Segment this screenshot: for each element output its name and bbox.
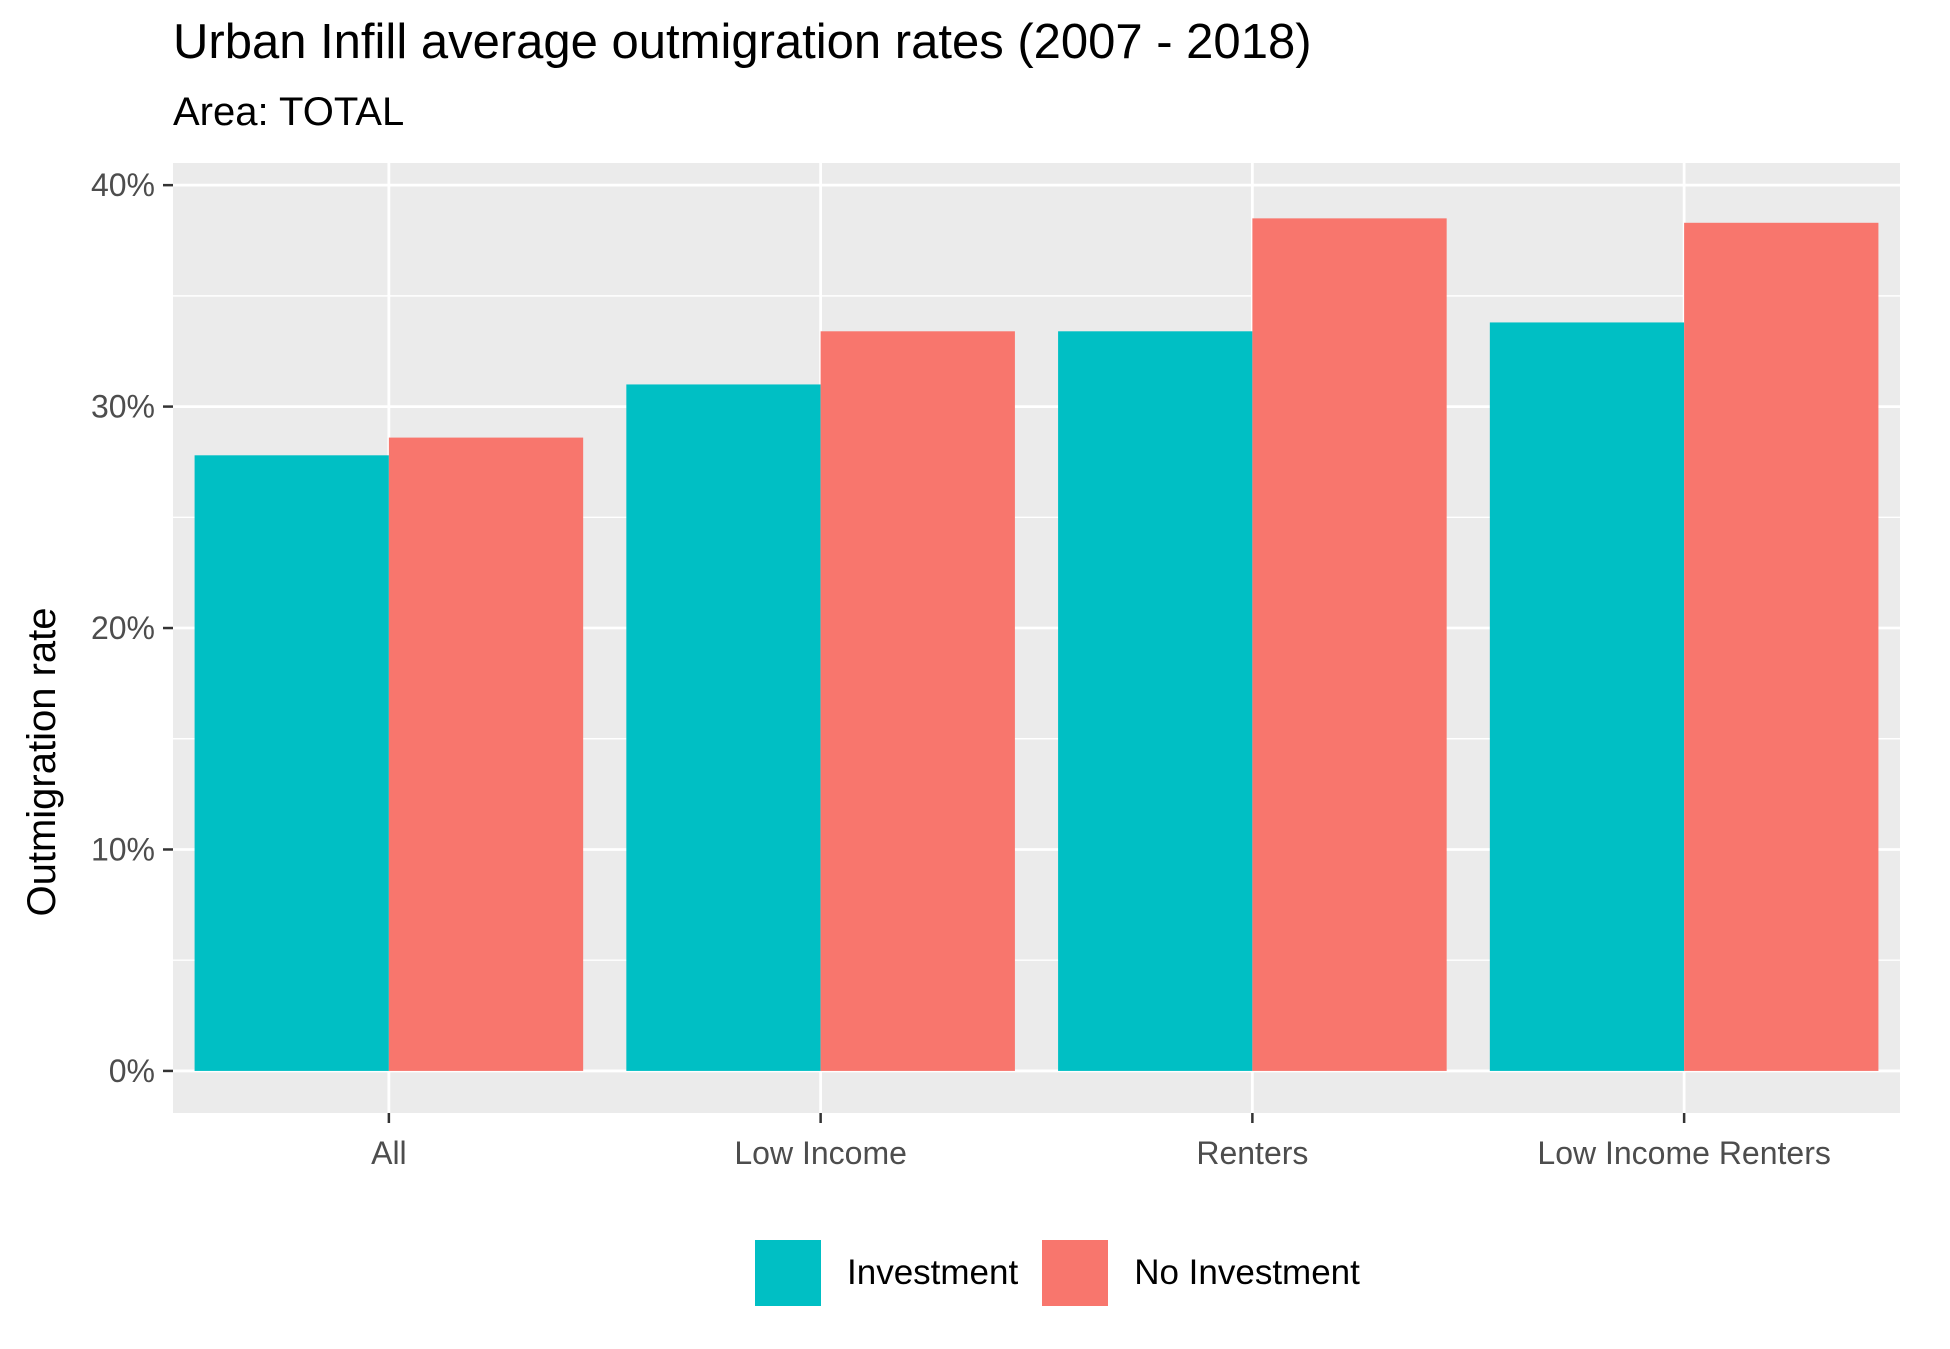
y-axis-title: Outmigration rate	[20, 607, 64, 916]
bar-investment-all	[194, 455, 389, 1071]
legend: Investment No Investment	[755, 1238, 1384, 1308]
legend-item: Investment	[755, 1240, 1018, 1306]
bars	[194, 218, 1879, 1071]
bar-investment-low-income-renters	[1489, 322, 1685, 1071]
chart-title: Urban Infill average outmigration rates …	[173, 15, 1312, 69]
y-tick-label: 20%	[91, 610, 155, 646]
bar-investment-renters	[1058, 331, 1253, 1071]
x-tick-label: Renters	[1196, 1135, 1308, 1171]
legend-item: No Investment	[1042, 1240, 1360, 1306]
legend-label: Investment	[847, 1253, 1019, 1292]
legend-key	[755, 1240, 821, 1306]
bar-investment-low-income	[626, 384, 821, 1071]
bar-no-investment-low-income-renters	[1684, 222, 1879, 1071]
bar-no-investment-renters	[1252, 218, 1447, 1071]
chart-subtitle: Area: TOTAL	[173, 90, 405, 134]
y-tick-label: 30%	[91, 389, 155, 425]
y-tick-label: 40%	[91, 167, 155, 203]
y-tick-label: 10%	[91, 831, 155, 867]
x-axis: All Low Income Renters Low Income Renters	[371, 1113, 1831, 1171]
x-tick-label: All	[371, 1135, 407, 1171]
bar-no-investment-low-income	[820, 331, 1015, 1071]
legend-label: No Investment	[1134, 1253, 1360, 1292]
y-axis: 0% 10% 20% 30% 40%	[91, 167, 173, 1089]
x-tick-label: Low Income Renters	[1537, 1135, 1830, 1171]
legend-key	[1042, 1240, 1109, 1306]
x-tick-label: Low Income	[734, 1135, 907, 1171]
bar-no-investment-all	[388, 437, 584, 1071]
y-tick-label: 0%	[109, 1053, 155, 1089]
